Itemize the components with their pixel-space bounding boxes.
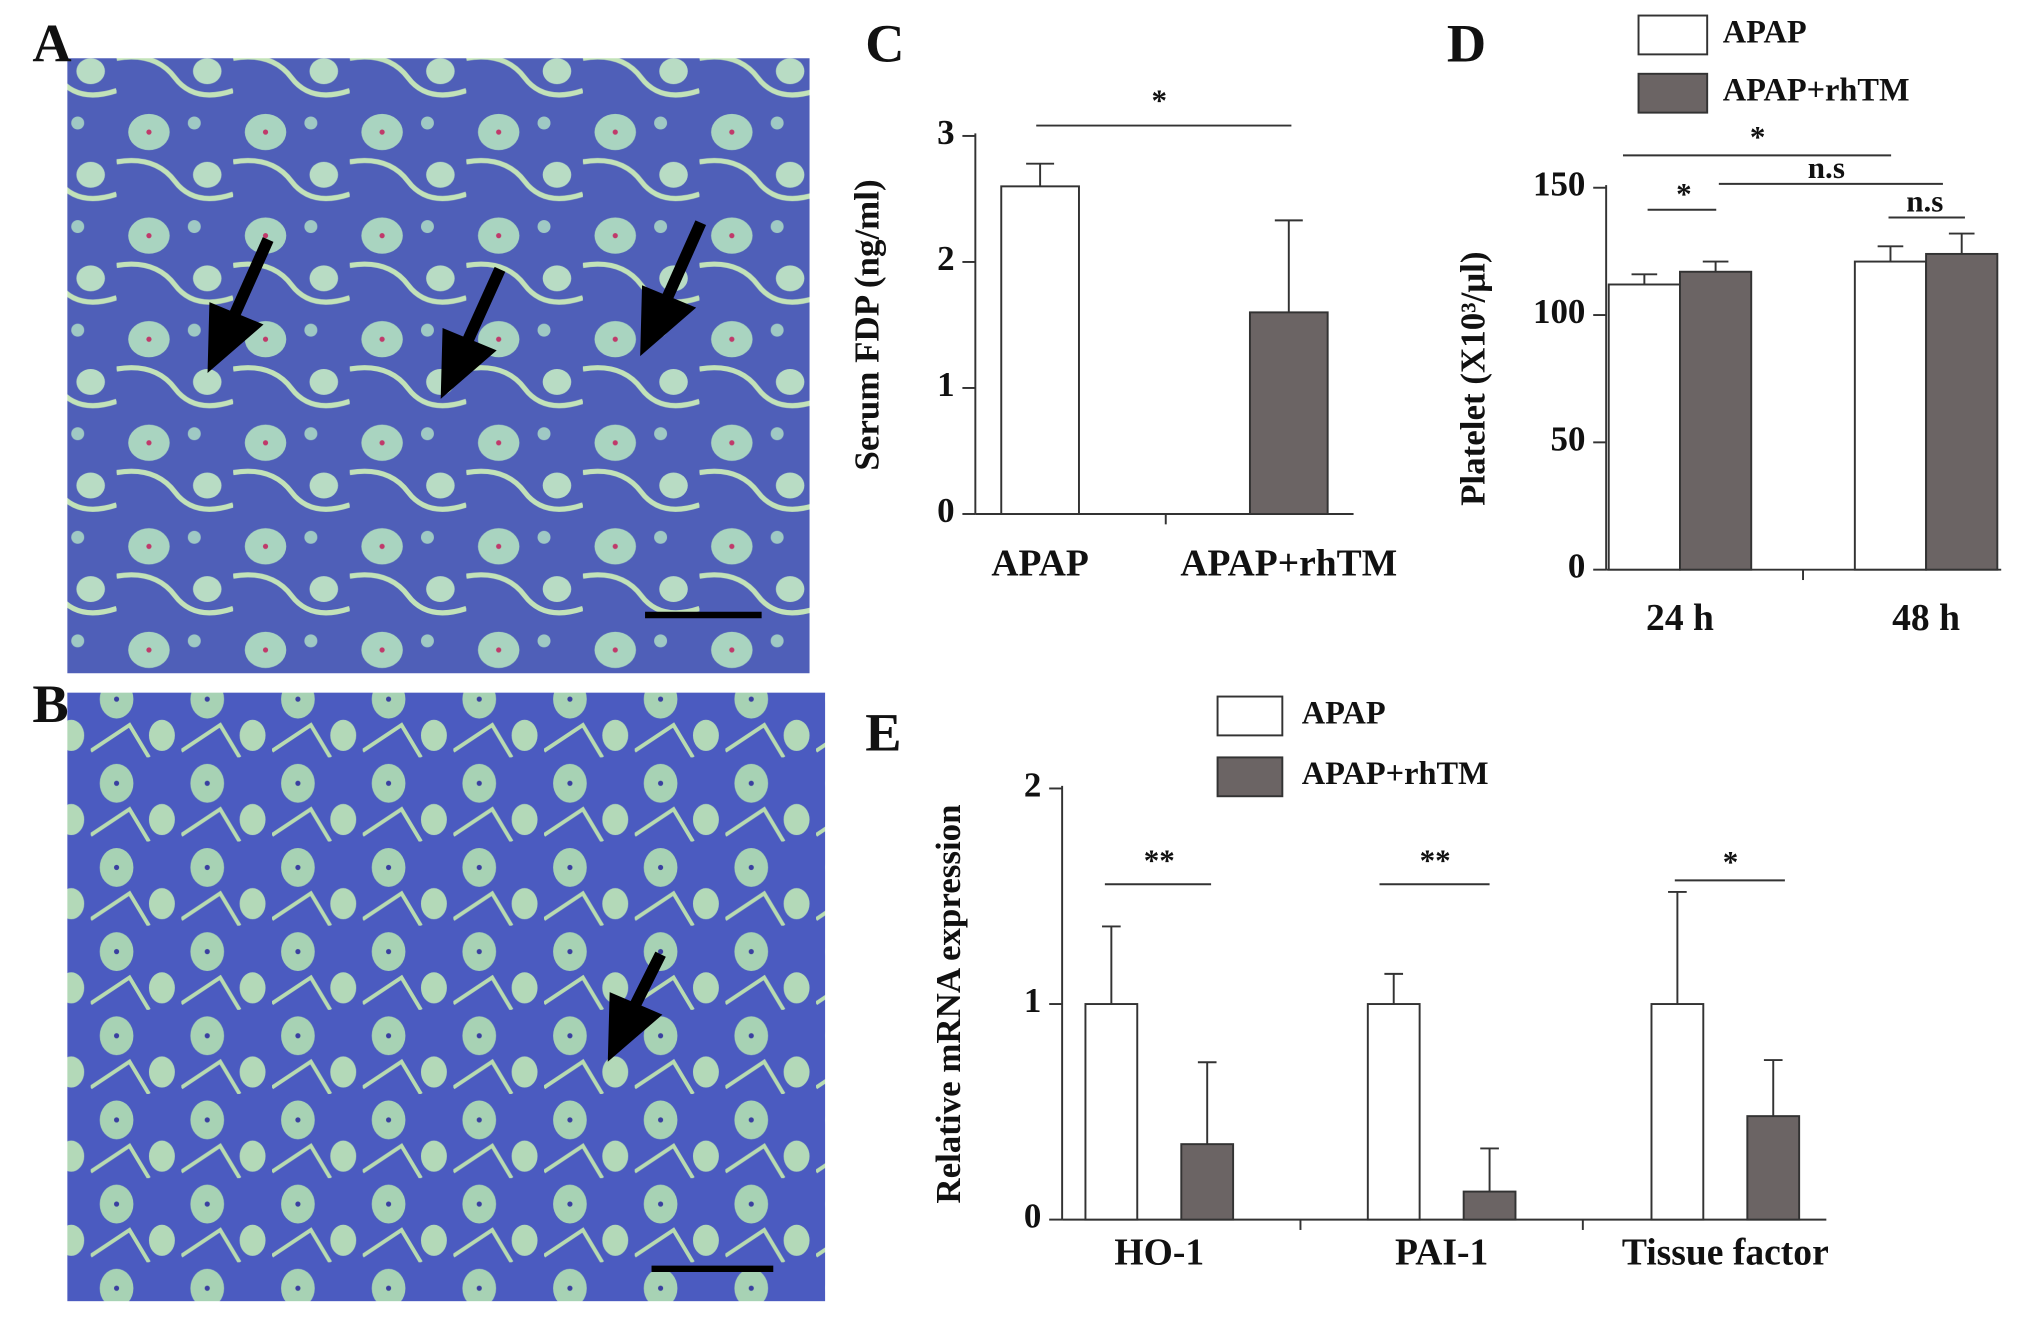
bar-chart: 0 1 2 Relative mRNA expression HO-1 PAI-1 Tiss… xyxy=(929,695,1829,1273)
y-tick-label: 1 xyxy=(937,365,954,404)
bar xyxy=(1084,1003,1139,1221)
panel-label: E xyxy=(865,702,901,762)
significance-label: ** xyxy=(1420,843,1451,878)
legend-label: APAP+rhTM xyxy=(1302,756,1489,792)
bar xyxy=(1746,1115,1801,1221)
significance-label: ** xyxy=(1144,843,1175,878)
bar xyxy=(1925,252,1999,571)
x-tick-label: 24 h xyxy=(1646,598,1714,639)
legend-label: APAP xyxy=(1302,695,1386,731)
error-bar xyxy=(1102,925,1121,1005)
error-bar xyxy=(1274,219,1303,313)
legend-swatch xyxy=(1216,756,1284,798)
error-bar xyxy=(1384,972,1404,1005)
x-tick-label: APAP+rhTM xyxy=(1180,544,1397,585)
legend: APAP APAP+rhTM xyxy=(1637,14,1910,114)
error-bar xyxy=(1668,890,1687,1005)
y-tick-label: 150 xyxy=(1533,165,1585,204)
y-axis-label: Platelet (X10³/μl) xyxy=(1454,251,1493,505)
legend-label: APAP+rhTM xyxy=(1723,73,1910,109)
y-tick-label: 1 xyxy=(1024,981,1041,1020)
legend-swatch xyxy=(1637,14,1709,56)
y-tick-label: 0 xyxy=(1568,547,1585,586)
x-tick-label: 48 h xyxy=(1892,598,1960,639)
significance-label: * xyxy=(1723,844,1739,879)
micrograph-a xyxy=(67,58,810,674)
bar xyxy=(1180,1143,1235,1221)
legend-swatch xyxy=(1216,695,1284,737)
x-tick-label: Tissue factor xyxy=(1622,1232,1829,1273)
y-tick-label: 2 xyxy=(1024,765,1041,804)
panel-label: C xyxy=(865,14,904,74)
x-tick-label: HO-1 xyxy=(1114,1232,1204,1273)
micrograph-b xyxy=(67,692,826,1302)
y-tick-label: 2 xyxy=(937,239,954,278)
error-bar xyxy=(1197,1061,1217,1145)
bar xyxy=(1853,260,1928,571)
significance-label: * xyxy=(1750,119,1766,154)
y-tick-label: 0 xyxy=(1024,1197,1041,1236)
bar xyxy=(1462,1190,1517,1221)
legend-label: APAP xyxy=(1723,14,1807,50)
bar xyxy=(1366,1003,1421,1221)
y-tick-label: 3 xyxy=(937,113,954,152)
y-tick-label: 50 xyxy=(1550,419,1585,458)
bar-chart: 0 50 100 150 Platelet (X10³/μl) 24 h 48 h * n.s *… xyxy=(1454,14,2002,639)
y-tick-label: 100 xyxy=(1533,292,1585,331)
error-bar xyxy=(1026,162,1055,187)
bar xyxy=(1000,185,1080,515)
bar xyxy=(1679,270,1753,571)
legend-swatch xyxy=(1637,72,1709,114)
error-bar xyxy=(1631,273,1658,285)
significance-label: * xyxy=(1676,176,1692,211)
error-bar xyxy=(1702,260,1729,272)
significance-label: * xyxy=(1152,83,1168,118)
bar xyxy=(1248,311,1329,515)
significance-label: n.s xyxy=(1808,150,1845,185)
panel-label: D xyxy=(1447,14,1486,74)
x-tick-label: APAP xyxy=(991,544,1088,585)
y-tick-label: 0 xyxy=(937,491,954,530)
legend: APAP APAP+rhTM xyxy=(1216,695,1489,798)
error-bar xyxy=(1877,245,1904,262)
error-bar xyxy=(1480,1147,1499,1192)
x-tick-label: PAI-1 xyxy=(1395,1232,1488,1273)
bar xyxy=(1650,1003,1705,1221)
panel-label: B xyxy=(32,674,68,734)
y-axis-label: Relative mRNA expression xyxy=(929,804,968,1203)
error-bar xyxy=(1948,232,1975,254)
bar xyxy=(1607,283,1681,571)
error-bar xyxy=(1763,1059,1783,1117)
bar-chart: 0 1 2 3 Serum FDP (ng/ml) APAP APAP+rhTM * xyxy=(847,83,1397,585)
y-axis-label: Serum FDP (ng/ml) xyxy=(847,179,886,470)
panel-label: A xyxy=(32,14,71,74)
significance-label: n.s xyxy=(1906,184,1943,219)
